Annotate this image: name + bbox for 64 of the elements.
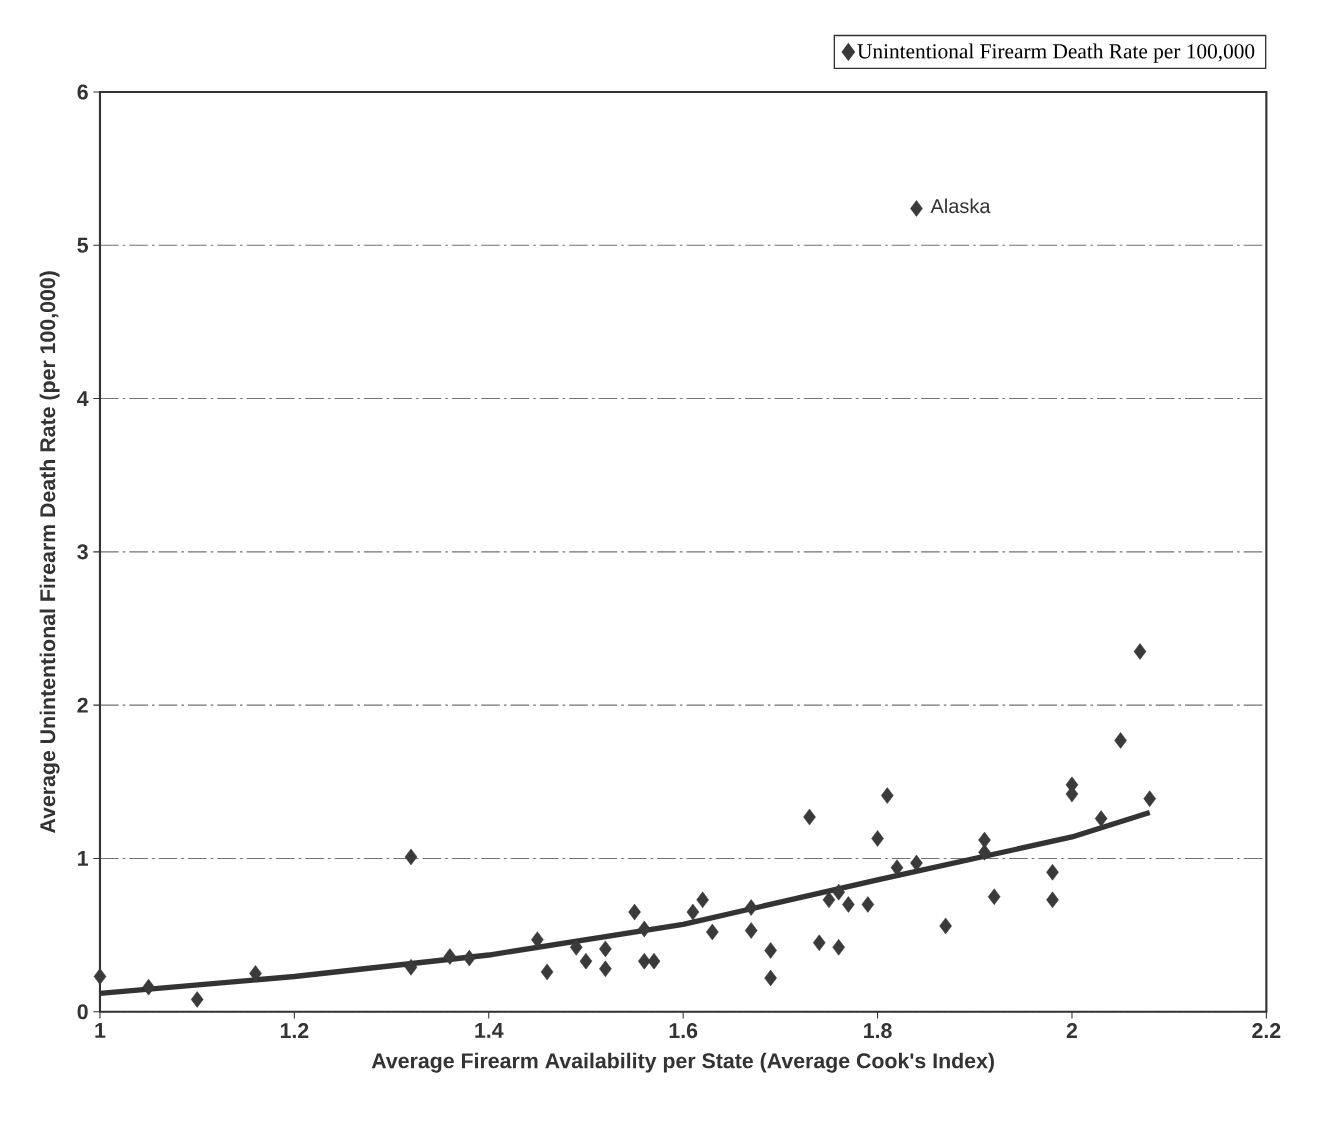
x-tick-label: 1.2 <box>280 1022 309 1038</box>
point <box>628 903 641 921</box>
point <box>744 899 758 916</box>
point <box>842 895 855 913</box>
point <box>987 888 1001 905</box>
point <box>579 952 593 970</box>
point <box>832 883 845 901</box>
point <box>1114 731 1127 749</box>
point <box>812 934 826 951</box>
point <box>638 920 651 938</box>
point <box>569 938 583 956</box>
legend-label: Unintentional Firearm Death Rate per 100,000 <box>857 43 1255 63</box>
point <box>881 787 894 804</box>
point <box>142 978 155 996</box>
point <box>1094 810 1108 827</box>
point <box>443 948 457 965</box>
point <box>706 923 719 941</box>
point <box>404 848 418 865</box>
point <box>764 969 777 987</box>
annotation: Alaska <box>930 198 991 213</box>
y-tick-label: 2 <box>77 697 88 713</box>
point <box>249 964 262 982</box>
x-tick-label: 1 <box>95 1022 106 1038</box>
point <box>599 940 612 957</box>
y-axis-title: Average Unintentional Firearm Death Rate (per 100,000) <box>39 271 60 833</box>
point <box>531 931 544 948</box>
y-tick-label: 1 <box>78 850 89 866</box>
point <box>190 991 204 1008</box>
point <box>871 830 884 847</box>
y-tick-label: 0 <box>77 1004 88 1020</box>
point <box>599 960 612 977</box>
point <box>93 968 107 985</box>
x-axis-title: Average Firearm Availability per State (Average Cook's Index) <box>371 1052 994 1073</box>
point <box>764 941 777 959</box>
y-tick-label: 5 <box>77 237 89 253</box>
point <box>1133 643 1147 660</box>
x-tick-label: 1.8 <box>864 1022 892 1039</box>
point <box>1046 891 1059 908</box>
point <box>910 200 923 217</box>
point <box>803 808 816 826</box>
point <box>638 952 651 970</box>
point <box>832 938 845 956</box>
point <box>890 859 904 876</box>
x-tick-label: 2.2 <box>1252 1022 1281 1038</box>
point <box>744 922 758 939</box>
point <box>1046 863 1059 881</box>
x-tick-label: 1.6 <box>669 1022 698 1039</box>
point <box>696 891 709 908</box>
y-tick-label: 3 <box>77 544 88 560</box>
y-tick-label: 4 <box>77 391 89 406</box>
point <box>463 949 476 967</box>
y-tick-label: 6 <box>77 84 88 100</box>
point <box>647 952 661 970</box>
point <box>861 895 875 913</box>
point <box>978 831 991 849</box>
point <box>822 891 836 908</box>
x-tick-label: 1.4 <box>475 1022 504 1038</box>
x-tick-label: 2 <box>1066 1022 1078 1038</box>
point <box>404 958 418 976</box>
point <box>686 903 700 921</box>
point <box>910 854 923 872</box>
point <box>540 963 554 980</box>
point <box>939 917 952 934</box>
point <box>1143 790 1156 807</box>
